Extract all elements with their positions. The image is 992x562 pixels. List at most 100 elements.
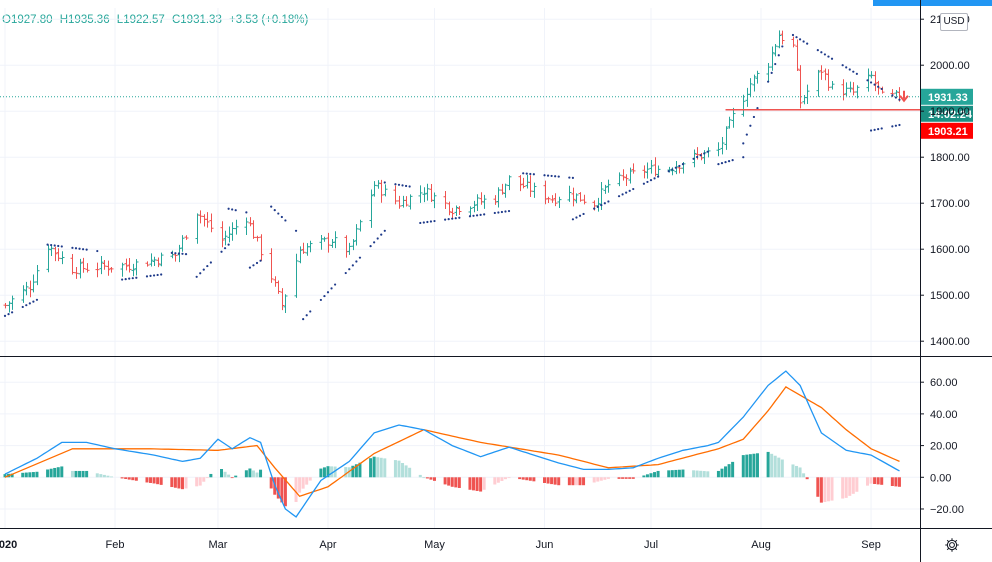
macd-histogram-bar	[78, 470, 82, 478]
sar-dot	[419, 221, 422, 225]
sar-dot	[607, 200, 610, 203]
macd-histogram-bar	[816, 477, 820, 497]
macd-histogram-bar	[152, 477, 156, 484]
sar-dot	[557, 175, 560, 178]
sar-dot	[330, 287, 333, 290]
macd-histogram-bar	[432, 477, 436, 481]
macd-histogram-bar	[752, 453, 756, 478]
sar-dot	[802, 40, 805, 43]
sar-dot	[199, 272, 202, 275]
macd-histogram-bar	[830, 477, 834, 501]
macd-histogram-bar	[354, 464, 358, 478]
macd-histogram-bar	[656, 470, 660, 478]
sar-dot	[653, 177, 656, 180]
parabolic-sar-series	[3, 33, 901, 321]
sar-dot	[483, 213, 486, 216]
sar-dot	[855, 72, 858, 75]
macd-histogram	[3, 451, 901, 507]
macd-histogram-bar	[798, 467, 802, 478]
macd-histogram-bar	[74, 470, 78, 478]
sar-dot	[617, 195, 621, 198]
macd-histogram-bar	[372, 456, 376, 478]
macd-histogram-bar	[642, 475, 646, 478]
sar-dot	[692, 157, 695, 160]
macd-histogram-bar	[308, 477, 312, 481]
macd-histogram-bar	[145, 477, 149, 483]
sar-dot	[422, 221, 425, 224]
time-axis-label: Aug	[751, 539, 771, 551]
macd-histogram-bar	[681, 469, 685, 478]
macd-histogram-bar	[99, 474, 103, 478]
gear-icon[interactable]	[943, 536, 961, 554]
sar-dot	[848, 68, 851, 71]
macd-histogram-bar	[351, 465, 355, 478]
sar-dot	[170, 251, 173, 254]
macd-histogram-bar	[10, 473, 14, 478]
macd-histogram-bar	[209, 473, 213, 478]
sar-dot	[891, 94, 894, 97]
macd-histogram-bar	[848, 477, 852, 496]
sar-dot	[880, 87, 883, 91]
sar-dot	[898, 123, 901, 127]
sar-dot	[703, 152, 706, 155]
top-accent-bar	[873, 0, 992, 6]
macd-histogram-bar	[180, 477, 184, 490]
sar-dot	[121, 278, 124, 281]
high-value: H1935.36	[59, 14, 110, 26]
macd-histogram-bar	[755, 453, 759, 478]
sar-dot	[756, 107, 759, 110]
macd-histogram-bar	[716, 470, 720, 478]
macd-histogram-bar	[550, 477, 554, 485]
macd-histogram-bar	[85, 470, 89, 478]
macd-histogram-bar	[567, 477, 571, 486]
sar-dot	[145, 275, 149, 278]
sar-dot	[798, 38, 802, 41]
sar-dot	[767, 80, 770, 83]
last-price-tag: 1931.33	[928, 92, 968, 104]
sar-dot	[25, 304, 28, 307]
sar-dot	[373, 241, 376, 244]
macd-histogram-bar	[223, 471, 227, 478]
sar-dot	[894, 124, 898, 127]
sar-dot	[820, 51, 823, 54]
macd-histogram-bar	[518, 477, 522, 480]
sar-dot	[131, 277, 134, 280]
macd-histogram-bar	[149, 477, 153, 483]
macd-histogram-bar	[844, 477, 848, 498]
sar-dot	[245, 211, 248, 214]
macd-histogram-bar	[631, 477, 635, 479]
sar-dot	[234, 209, 237, 212]
sar-dot	[333, 283, 337, 286]
macd-histogram-bar	[493, 477, 497, 485]
sar-dot	[209, 261, 212, 264]
sar-dot	[866, 79, 869, 82]
sar-dot	[873, 83, 876, 86]
sar-dot	[447, 218, 450, 221]
macd-histogram-bar	[571, 477, 575, 486]
macd-histogram-bar	[301, 477, 305, 489]
macd-histogram-bar	[322, 467, 326, 478]
price-overlays: 1931.33 14:02:24 1903.21	[0, 88, 973, 139]
macd-histogram-bar	[269, 477, 273, 489]
sar-dot	[720, 162, 724, 165]
macd-histogram-bar	[653, 472, 657, 478]
sar-dot	[259, 259, 262, 262]
macd-histogram-bar	[855, 477, 859, 492]
macd-histogram-bar	[127, 477, 131, 480]
sar-dot	[571, 176, 575, 179]
sar-dot	[309, 310, 312, 313]
time-axis-label: Apr	[319, 539, 336, 551]
macd-histogram-bar	[482, 477, 486, 490]
sar-price-tag-bg	[921, 122, 973, 139]
macd-histogram-bar	[706, 471, 710, 478]
macd-histogram-bar	[326, 466, 330, 478]
sar-dot	[380, 233, 383, 236]
sar-dot	[671, 168, 674, 171]
macd-histogram-bar	[521, 477, 525, 480]
sar-dot	[280, 215, 283, 219]
currency-button[interactable]: USD	[940, 13, 968, 31]
macd-histogram-bar	[184, 477, 188, 489]
sar-dot	[294, 229, 298, 232]
macd-tick-label: −20.00	[930, 504, 964, 516]
